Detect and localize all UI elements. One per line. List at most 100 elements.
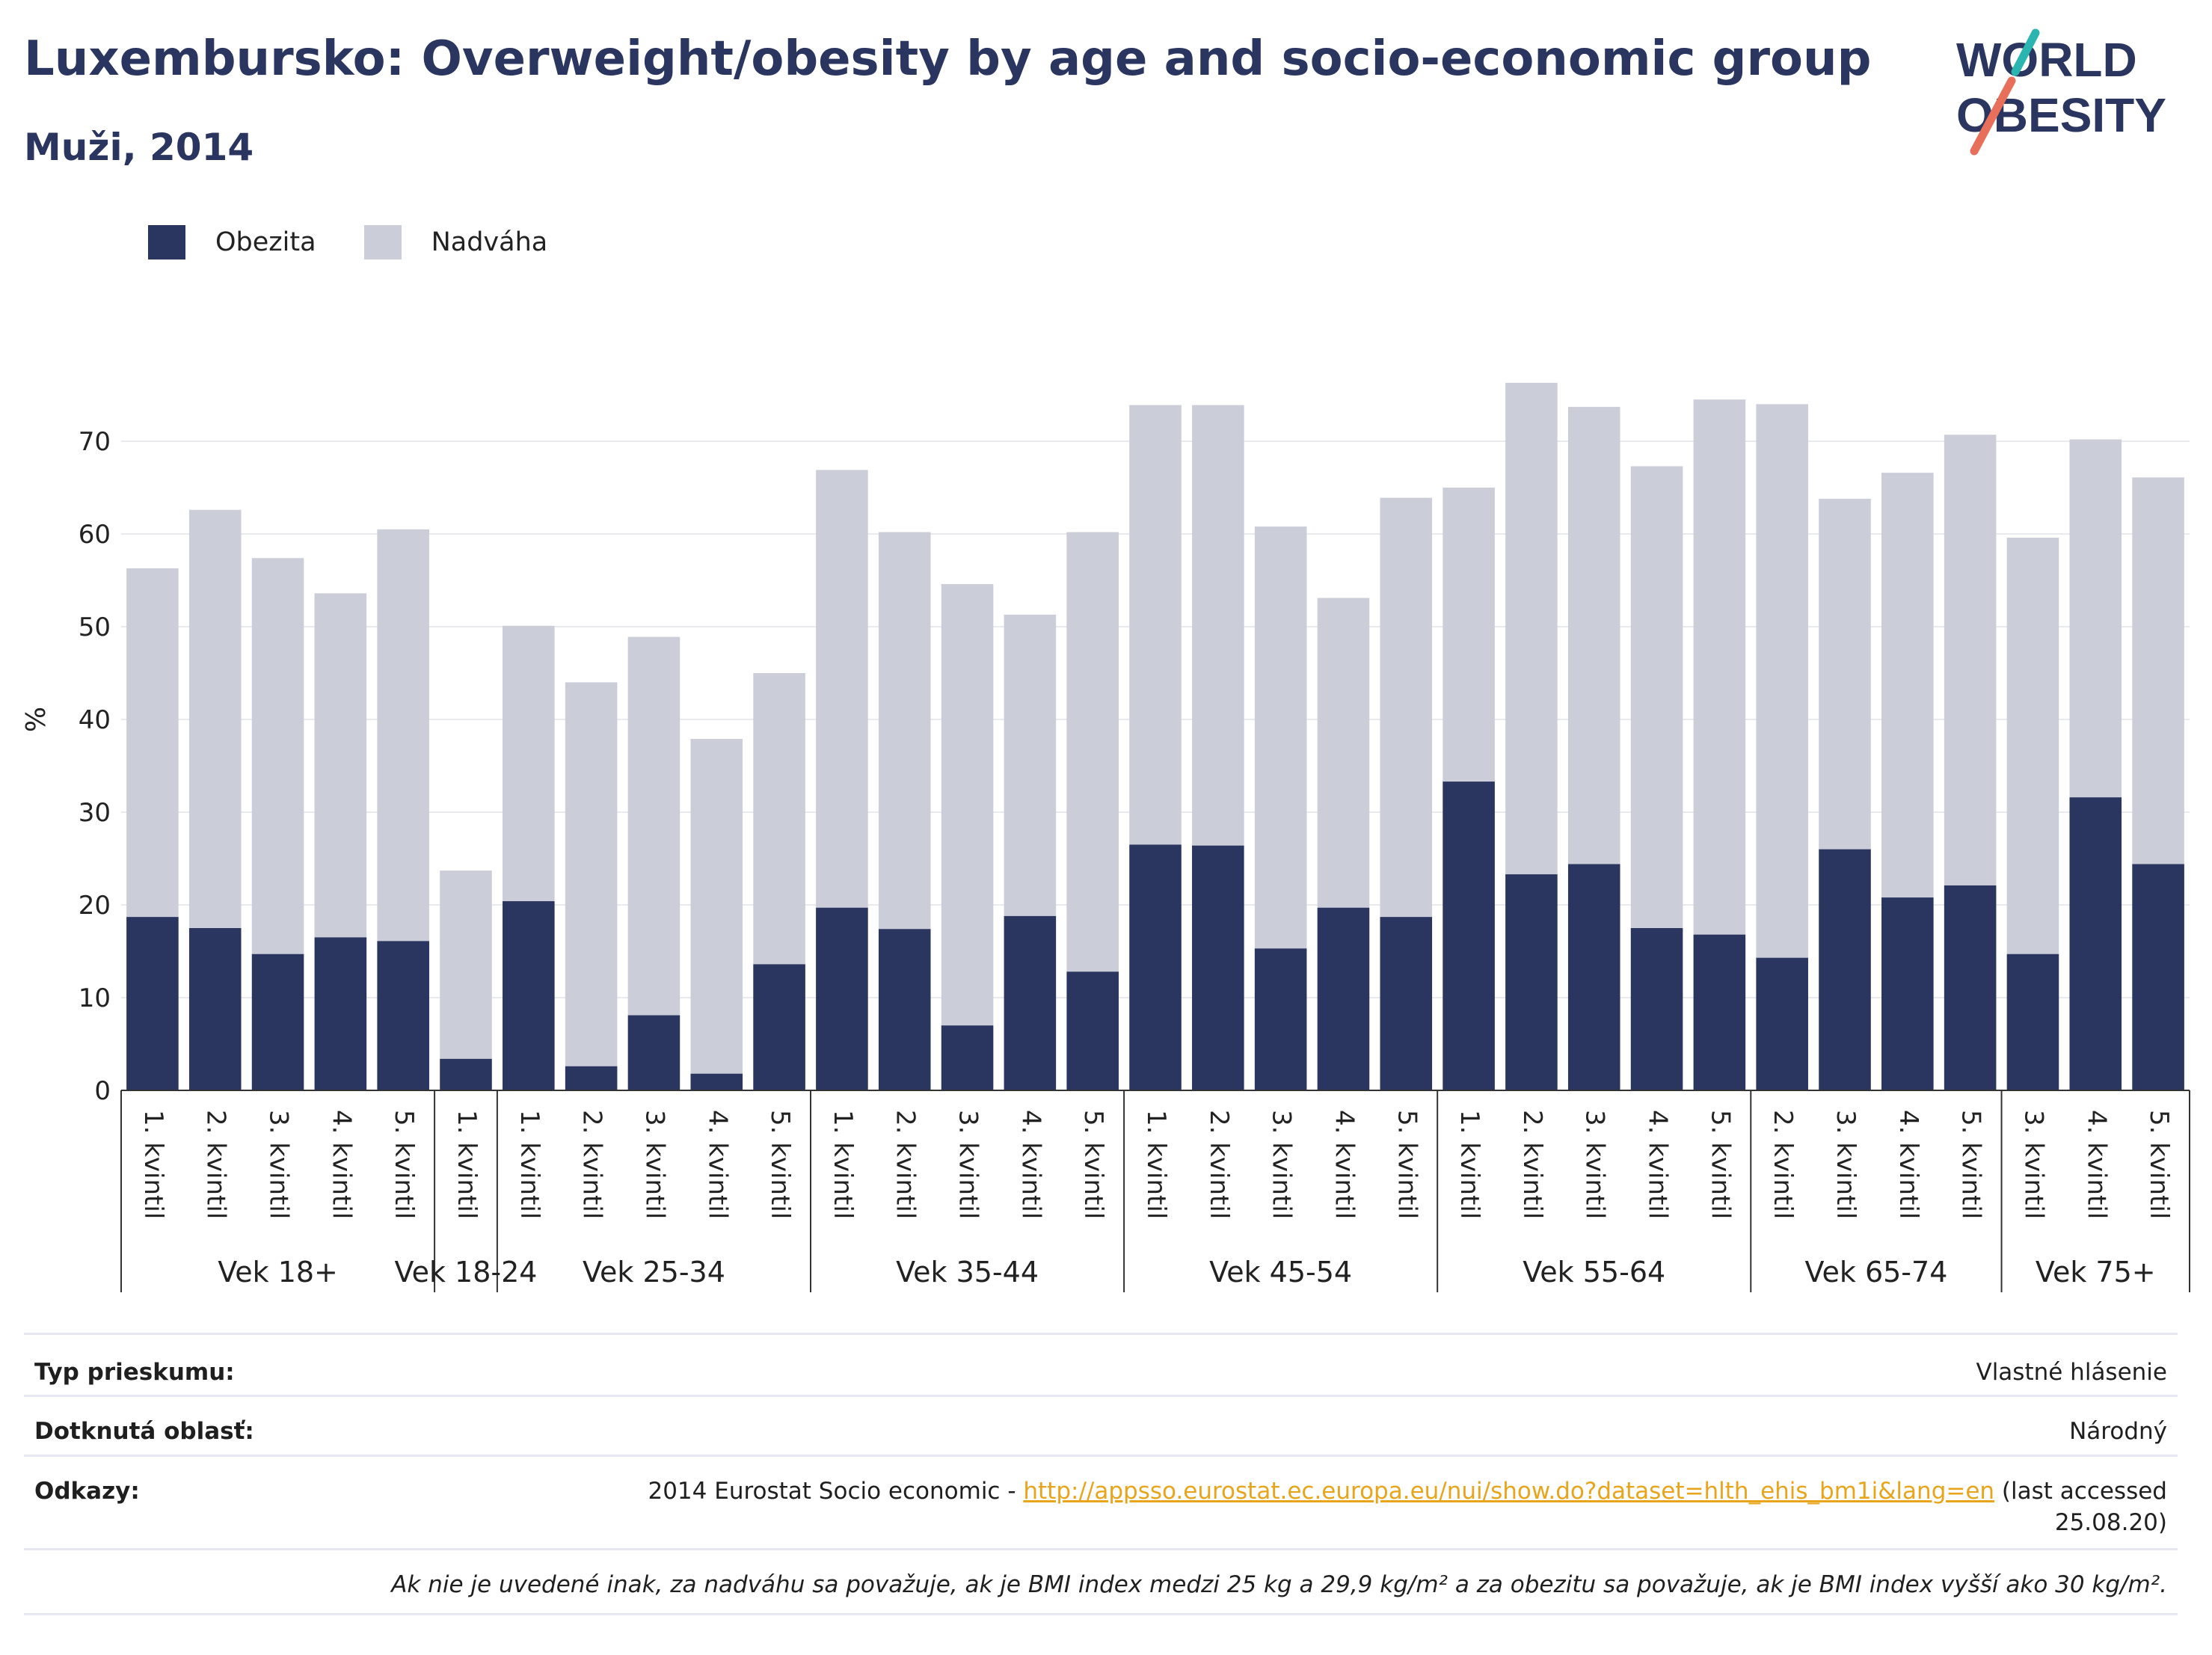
x-group-label: Vek 18-24 <box>395 1256 538 1289</box>
bar-overweight <box>2132 477 2184 865</box>
bar-obesity <box>2006 954 2059 1090</box>
bar-overweight <box>188 509 242 928</box>
x-tick-label: 5. kvintil <box>1078 1110 1108 1219</box>
x-tick-label: 4. kvintil <box>326 1110 356 1219</box>
legend-item-obesity[interactable]: Obezita <box>148 225 316 260</box>
bar-obesity <box>941 1025 994 1090</box>
bar-obesity <box>1693 934 1746 1090</box>
x-tick-label: 2. kvintil <box>1517 1110 1547 1219</box>
x-group-label: Vek 35-44 <box>896 1256 1039 1289</box>
bar-obesity <box>1756 957 1808 1090</box>
bar-obesity <box>2069 797 2122 1090</box>
bar-obesity <box>1254 948 1307 1090</box>
bar-obesity <box>1819 849 1871 1090</box>
references-line: 2014 Eurostat Socio economic - http://ap… <box>648 1478 2167 1505</box>
bar-overweight <box>1254 526 1307 949</box>
legend-label-overweight: Nadváha <box>431 227 548 257</box>
info-row-note: Ak nie je uvedené inak, za nadváhu sa po… <box>24 1548 2178 1615</box>
bar-obesity <box>1129 844 1182 1090</box>
y-axis-label: % <box>21 707 52 732</box>
bar-obesity <box>1317 907 1370 1090</box>
bar-obesity <box>1630 928 1683 1090</box>
x-tick-label: 3. kvintil <box>264 1110 294 1219</box>
legend-label-obesity: Obezita <box>215 227 316 257</box>
info-table: Typ prieskumu: Vlastné hlásenie Dotknutá… <box>24 1333 2178 1617</box>
y-tick-label: 0 <box>94 1076 111 1106</box>
x-group-label: Vek 55-64 <box>1523 1256 1665 1289</box>
bar-overweight <box>690 739 743 1074</box>
x-tick-label: 3. kvintil <box>639 1110 669 1219</box>
references-link[interactable]: http://appsso.eurostat.ec.europa.eu/nui/… <box>1023 1478 1995 1505</box>
coverage-value: Národný <box>2069 1418 2167 1445</box>
bar-overweight <box>1756 404 1808 958</box>
bar-obesity <box>1066 971 1119 1090</box>
bar-overweight <box>565 682 618 1066</box>
bar-obesity <box>565 1066 618 1090</box>
x-tick-label: 5. kvintil <box>765 1110 795 1219</box>
x-tick-label: 3. kvintil <box>1580 1110 1610 1219</box>
x-tick-label: 2. kvintil <box>201 1110 231 1219</box>
bar-obesity <box>377 941 429 1090</box>
x-tick-label: 1. kvintil <box>828 1110 858 1219</box>
bar-overweight <box>251 558 304 954</box>
bar-obesity <box>1881 897 1934 1090</box>
y-tick-label: 40 <box>79 705 111 735</box>
x-group-label: Vek 45-54 <box>1209 1256 1352 1289</box>
x-tick-label: 5. kvintil <box>389 1110 419 1219</box>
x-tick-label: 4. kvintil <box>702 1110 732 1219</box>
bar-overweight <box>1380 497 1433 918</box>
x-tick-label: 2. kvintil <box>1204 1110 1234 1219</box>
bar-overweight <box>1693 399 1746 935</box>
bar-overweight <box>1819 498 1871 850</box>
bar-overweight <box>503 625 555 902</box>
bar-obesity <box>440 1058 492 1090</box>
x-tick-label: 1. kvintil <box>1454 1110 1484 1219</box>
y-tick-label: 30 <box>79 798 111 828</box>
bar-overweight <box>816 470 868 908</box>
bar-overweight <box>2069 439 2122 798</box>
bar-obesity <box>1380 917 1433 1090</box>
references-prefix: 2014 Eurostat Socio economic - <box>648 1478 1024 1505</box>
x-tick-label: 2. kvintil <box>891 1110 921 1219</box>
bar-overweight <box>440 871 492 1059</box>
chart-title: Luxembursko: Overweight/obesity by age a… <box>24 31 1872 87</box>
bar-obesity <box>314 937 367 1090</box>
x-tick-label: 5. kvintil <box>1705 1110 1735 1219</box>
bar-overweight <box>2006 537 2059 954</box>
info-row-survey-type: Typ prieskumu: Vlastné hlásenie <box>24 1333 2178 1397</box>
bar-obesity <box>1567 864 1620 1090</box>
info-row-coverage: Dotknutá oblasť: Národný <box>24 1395 2178 1457</box>
x-tick-label: 4. kvintil <box>1329 1110 1359 1219</box>
info-row-references: Odkazy: 2014 Eurostat Socio economic - h… <box>24 1455 2178 1550</box>
world-obesity-logo: WORLD OBESITY <box>1956 28 2166 156</box>
x-tick-label: 3. kvintil <box>953 1110 983 1219</box>
bar-obesity <box>1505 874 1558 1090</box>
bar-obesity <box>251 954 304 1090</box>
legend-swatch-obesity <box>148 225 185 260</box>
bar-overweight <box>627 636 681 1016</box>
x-tick-label: 2. kvintil <box>577 1110 607 1219</box>
stacked-bar-chart: 0 10 20 30 40 50 60 70% 1. kvintil 2. kvintil 3. k… <box>21 382 2190 1292</box>
x-tick-label: 5. kvintil <box>1392 1110 1422 1219</box>
y-tick-label: 70 <box>79 427 111 457</box>
x-tick-label: 4. kvintil <box>1643 1110 1673 1219</box>
bar-obesity <box>1004 915 1057 1090</box>
x-group-label: Vek 18+ <box>218 1256 338 1289</box>
legend-item-overweight[interactable]: Nadváha <box>363 225 548 260</box>
x-tick-label: 4. kvintil <box>1893 1110 1923 1219</box>
chart-subtitle: Muži, 2014 <box>24 126 254 169</box>
x-tick-label: 1. kvintil <box>452 1110 482 1219</box>
coverage-label: Dotknutá oblasť: <box>34 1418 254 1445</box>
bar-obesity <box>126 917 179 1090</box>
bar-obesity <box>690 1073 743 1090</box>
bar-overweight <box>941 583 994 1026</box>
bar-overweight <box>1192 405 1244 846</box>
chart-legend: Obezita Nadváha <box>148 221 595 263</box>
bar-overweight <box>878 532 931 930</box>
bar-overweight <box>1066 532 1119 972</box>
x-tick-label: 2. kvintil <box>1768 1110 1798 1219</box>
bar-obesity <box>1192 845 1244 1090</box>
x-group-label: Vek 25-34 <box>583 1256 725 1289</box>
y-tick-label: 20 <box>79 891 111 921</box>
bar-obesity <box>188 928 242 1090</box>
